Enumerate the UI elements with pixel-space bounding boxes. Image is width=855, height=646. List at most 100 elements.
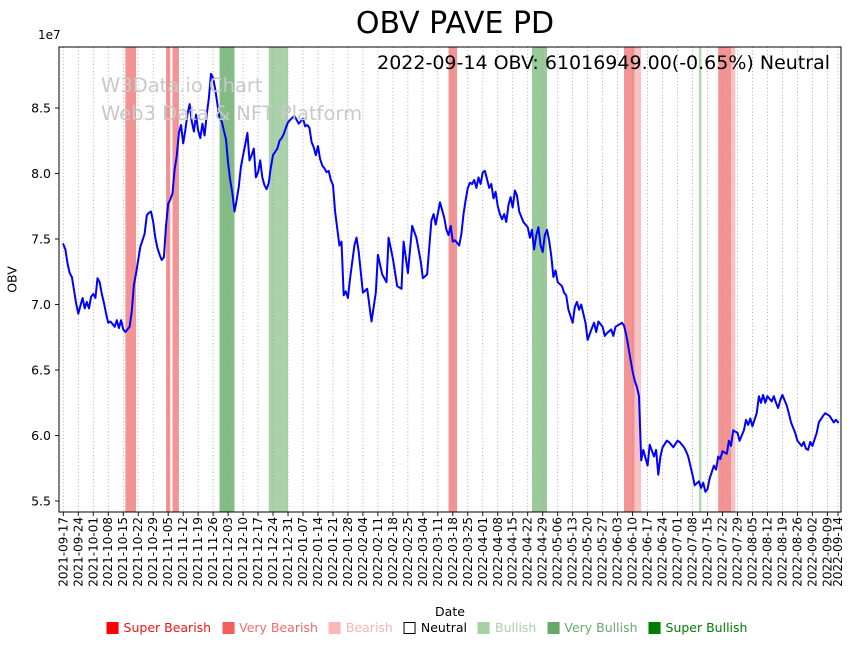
signal-band-very-bearish bbox=[624, 47, 635, 512]
signal-band-bullish bbox=[268, 47, 289, 512]
signal-legend: Super Bearish Very Bearish Bearish Neutral B… bbox=[106, 620, 748, 635]
signal-band-very-bearish bbox=[448, 47, 458, 512]
x-tick-label: 2022-04-01 bbox=[476, 517, 490, 587]
x-tick-label: 2022-01-07 bbox=[296, 517, 310, 587]
legend-item-super-bullish: Super Bullish bbox=[648, 620, 748, 635]
x-tick-label: 2021-11-19 bbox=[191, 517, 205, 587]
x-tick-label: 2021-11-05 bbox=[161, 517, 175, 587]
x-axis-label: Date bbox=[435, 604, 465, 619]
x-tick-label: 2022-07-08 bbox=[686, 517, 700, 587]
legend-label: Very Bearish bbox=[239, 620, 318, 635]
legend-item-super-bearish: Super Bearish bbox=[106, 620, 212, 635]
legend-label: Neutral bbox=[420, 620, 468, 635]
x-tick-label: 2022-06-03 bbox=[611, 517, 625, 587]
x-tick-label: 2021-09-24 bbox=[71, 517, 85, 587]
plot-border bbox=[58, 46, 842, 513]
y-tick-label: 7.0 bbox=[31, 297, 51, 312]
legend-label: Super Bullish bbox=[665, 620, 748, 635]
signal-band-bearish bbox=[731, 47, 736, 512]
legend-item-bullish: Bullish bbox=[478, 620, 536, 635]
legend-item-bearish: Bearish bbox=[328, 620, 393, 635]
x-tick-label: 2022-05-06 bbox=[551, 517, 565, 587]
y-tick-label: 8.5 bbox=[31, 101, 51, 116]
x-tick-label: 2022-06-10 bbox=[626, 517, 640, 587]
legend-swatch-very-bullish bbox=[547, 621, 560, 634]
x-tick-label: 2022-07-01 bbox=[671, 517, 685, 587]
legend-label: Very Bullish bbox=[564, 620, 638, 635]
x-tick-label: 2022-02-11 bbox=[371, 517, 385, 587]
y-tick-label: 5.5 bbox=[31, 494, 51, 509]
latest-value-annotation: 2022-09-14 OBV: 61016949.00(-0.65%) Neut… bbox=[377, 52, 830, 74]
signal-band-very-bearish bbox=[166, 47, 171, 512]
y-tick-label: 6.0 bbox=[31, 428, 51, 443]
legend-swatch-super-bearish bbox=[106, 621, 119, 634]
x-tick-label: 2021-10-01 bbox=[86, 517, 100, 587]
x-tick-label: 2022-01-21 bbox=[326, 517, 340, 587]
x-tick-label: 2022-04-22 bbox=[521, 517, 535, 587]
x-tick-label: 2022-08-19 bbox=[775, 517, 789, 587]
x-tick-label: 2022-09-09 bbox=[820, 517, 834, 587]
x-tick-label: 2022-01-28 bbox=[341, 517, 355, 587]
legend-item-very-bullish: Very Bullish bbox=[547, 620, 638, 635]
signal-band-very-bearish bbox=[172, 47, 179, 512]
legend-label: Bearish bbox=[345, 620, 393, 635]
x-tick-label: 2022-08-12 bbox=[760, 517, 774, 587]
chart-title: OBV PAVE PD bbox=[355, 6, 555, 41]
x-tick-label: 2021-10-08 bbox=[101, 517, 115, 587]
legend-swatch-neutral bbox=[403, 621, 416, 634]
y-tick-label: 8.0 bbox=[31, 166, 51, 181]
obv-line bbox=[62, 72, 840, 493]
x-tick-label: 2022-05-27 bbox=[596, 517, 610, 587]
x-tick-label: 2022-07-15 bbox=[701, 517, 715, 587]
x-tick-label: 2022-07-22 bbox=[715, 517, 729, 587]
x-tick-label: 2022-04-29 bbox=[536, 517, 550, 587]
x-tick-label: 2022-04-15 bbox=[506, 517, 520, 587]
x-tick-label: 2022-03-18 bbox=[446, 517, 460, 587]
x-tick-label: 2021-12-10 bbox=[236, 517, 250, 587]
legend-label: Super Bearish bbox=[123, 620, 212, 635]
legend-swatch-bullish bbox=[478, 621, 491, 634]
y-axis-offset-text: 1e7 bbox=[38, 28, 61, 42]
legend-label: Bullish bbox=[495, 620, 537, 635]
x-tick-label: 2022-06-17 bbox=[641, 517, 655, 587]
y-tick-label: 6.5 bbox=[31, 363, 51, 378]
x-tick-label: 2022-03-11 bbox=[431, 517, 445, 587]
x-tick-label: 2021-12-24 bbox=[266, 517, 280, 587]
x-tick-label: 2021-10-15 bbox=[116, 517, 130, 587]
signal-band-bullish bbox=[698, 47, 702, 512]
watermark-line1: W3Data.io Chart bbox=[101, 74, 263, 97]
legend-swatch-very-bearish bbox=[222, 621, 235, 634]
x-tick-label: 2022-02-18 bbox=[386, 517, 400, 587]
x-tick-label: 2022-08-05 bbox=[745, 517, 759, 587]
legend-item-neutral: Neutral bbox=[403, 620, 468, 635]
x-tick-label: 2022-08-26 bbox=[790, 517, 804, 587]
legend-swatch-super-bullish bbox=[648, 621, 661, 634]
x-tick-label: 2022-04-08 bbox=[491, 517, 505, 587]
x-tick-label: 2022-05-20 bbox=[581, 517, 595, 587]
signal-band-bullish bbox=[532, 47, 547, 512]
x-tick-label: 2021-12-31 bbox=[281, 517, 295, 587]
signal-band-very-bullish bbox=[219, 47, 235, 512]
x-tick-label: 2021-10-22 bbox=[131, 517, 145, 587]
x-tick-label: 2022-06-24 bbox=[656, 517, 670, 587]
x-tick-label: 2021-12-03 bbox=[221, 517, 235, 587]
x-tick-label: 2022-03-25 bbox=[461, 517, 475, 587]
signal-band-very-bearish bbox=[125, 47, 137, 512]
watermark-line2: Web3 Data & NFT Platform bbox=[101, 102, 363, 125]
x-tick-label: 2021-12-17 bbox=[251, 517, 265, 587]
x-tick-label: 2022-07-29 bbox=[730, 517, 744, 587]
legend-item-very-bearish: Very Bearish bbox=[222, 620, 318, 635]
signal-band-bearish bbox=[634, 47, 642, 512]
x-tick-label: 2021-10-29 bbox=[146, 517, 160, 587]
x-tick-label: 2021-11-12 bbox=[176, 517, 190, 587]
watermark: W3Data.io Chart Web3 Data & NFT Platform bbox=[101, 72, 362, 128]
y-axis-label: OBV bbox=[4, 266, 20, 293]
x-tick-label: 2022-01-14 bbox=[311, 517, 325, 587]
x-tick-label: 2021-11-26 bbox=[206, 517, 220, 587]
y-tick-label: 7.5 bbox=[31, 232, 51, 247]
x-tick-label: 2022-02-04 bbox=[356, 517, 370, 587]
legend-swatch-bearish bbox=[328, 621, 341, 634]
x-tick-label: 2022-09-02 bbox=[805, 517, 819, 587]
